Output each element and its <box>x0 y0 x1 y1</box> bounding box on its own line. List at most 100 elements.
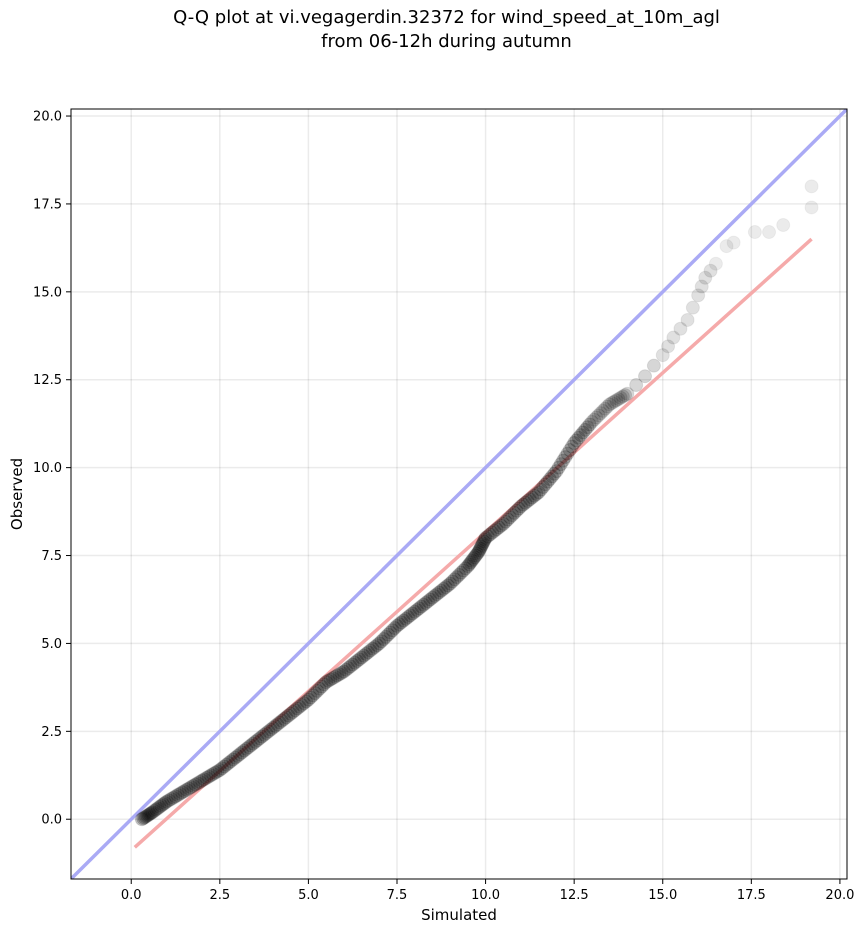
quantile-point <box>593 406 608 421</box>
quantile-point <box>195 773 210 788</box>
y-tick-label: 0.0 <box>41 813 62 828</box>
quantile-point <box>192 774 207 789</box>
quantile-point <box>381 627 396 642</box>
quantile-point <box>436 581 451 596</box>
quantile-point <box>685 300 700 315</box>
quantile-point <box>387 621 402 636</box>
quantile-point <box>454 565 469 580</box>
quantile-point <box>549 464 564 479</box>
quantile-point <box>152 799 167 814</box>
x-tick-label: 10.0 <box>471 888 500 903</box>
quantile-point <box>237 743 252 758</box>
reference-line <box>71 109 847 879</box>
quantile-point <box>154 798 169 813</box>
quantile-point <box>409 603 424 618</box>
lines <box>71 109 847 879</box>
quantile-point <box>261 724 276 739</box>
quantile-point <box>694 279 709 294</box>
quantile-point <box>463 555 478 570</box>
quantile-point <box>480 529 495 544</box>
quantile-point <box>680 312 695 327</box>
quantile-point <box>494 518 509 533</box>
quantile-point <box>475 536 490 551</box>
quantile-point <box>511 501 526 516</box>
quantile-point <box>478 530 493 545</box>
quantile-point <box>412 601 427 616</box>
quantile-point <box>531 485 546 500</box>
quantile-point <box>708 256 723 271</box>
quantile-point <box>445 574 460 589</box>
quantile-point <box>336 664 351 679</box>
quantile-point <box>314 679 329 694</box>
quantile-point <box>551 460 566 475</box>
quantile-point <box>604 396 619 411</box>
quantile-point <box>305 688 320 703</box>
quantile-point <box>150 801 165 816</box>
quantile-point <box>179 782 194 797</box>
quantile-point <box>378 629 393 644</box>
quantile-point <box>292 699 307 714</box>
grid <box>71 109 847 879</box>
quantile-point <box>354 650 369 665</box>
quantile-point <box>505 508 520 523</box>
quantile-point <box>161 793 176 808</box>
quantile-point <box>164 792 179 807</box>
quantile-point <box>726 235 741 250</box>
quantile-point <box>210 764 225 779</box>
quantile-point <box>472 543 487 558</box>
quantile-point <box>533 482 548 497</box>
quantile-point <box>268 719 283 734</box>
quantile-point <box>234 745 249 760</box>
quantile-point <box>429 587 444 602</box>
quantile-point <box>615 389 630 404</box>
quantile-point <box>301 692 316 707</box>
quantile-point <box>352 652 367 667</box>
y-tick-label: 15.0 <box>33 285 62 300</box>
quantile-point <box>166 790 181 805</box>
quantile-point <box>248 734 263 749</box>
chart-title-line-2: from 06-12h during autumn <box>321 31 572 52</box>
quantile-point <box>241 740 256 755</box>
quantile-point <box>332 667 347 682</box>
quantile-point <box>325 671 340 686</box>
quantile-point <box>425 590 440 605</box>
quantile-point <box>250 733 265 748</box>
quantile-point <box>589 410 604 425</box>
quantile-point <box>466 552 481 567</box>
x-tick-label: 20.0 <box>825 888 854 903</box>
x-tick-label: 17.5 <box>737 888 766 903</box>
quantile-point <box>141 807 156 822</box>
quantile-point <box>394 615 409 630</box>
quantile-point <box>553 457 568 472</box>
quantile-point <box>562 443 577 458</box>
quantile-point <box>564 439 579 454</box>
quantile-point <box>762 225 777 240</box>
quantile-point <box>303 690 318 705</box>
quantile-point <box>620 386 635 401</box>
quantile-point <box>475 537 490 552</box>
quantile-point <box>600 399 615 414</box>
quantile-point <box>691 288 706 303</box>
quantile-point <box>580 420 595 435</box>
quantile-point <box>296 696 311 711</box>
quantile-point <box>156 797 171 812</box>
quantile-point <box>254 729 269 744</box>
quantile-point <box>618 388 633 403</box>
quantile-point <box>252 731 267 746</box>
quantile-point <box>288 703 303 718</box>
quantile-point <box>159 794 174 809</box>
quantile-point <box>500 512 515 527</box>
quantile-point <box>279 710 294 725</box>
quantile-point <box>474 539 489 554</box>
quantile-point <box>334 665 349 680</box>
quantile-point <box>418 595 433 610</box>
quantile-point <box>212 763 227 778</box>
quantile-point <box>471 545 486 560</box>
quantile-point <box>507 505 522 520</box>
quantile-point <box>719 239 734 254</box>
chart-title-line-1: Q-Q plot at vi.vegagerdin.32372 for wind… <box>173 7 720 28</box>
quantile-point <box>316 677 331 692</box>
quantile-point <box>219 757 234 772</box>
quantile-point <box>703 263 718 278</box>
